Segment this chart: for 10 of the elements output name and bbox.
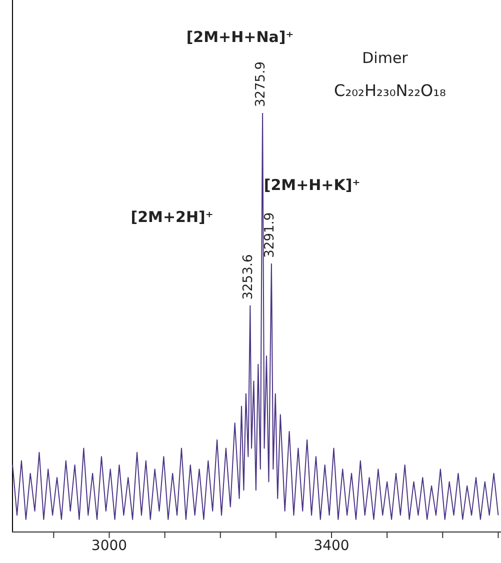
annotation: 3253.6 xyxy=(241,254,256,300)
annotation: [2M+H+K]⁺ xyxy=(264,176,360,194)
x-tick-label: 3400 xyxy=(314,538,350,554)
annotation: 3291.9 xyxy=(262,212,278,258)
x-tick-label: 3000 xyxy=(91,538,128,554)
annotation: [2M+2H]⁺ xyxy=(130,208,214,226)
text: [2M+H+Na]⁺ xyxy=(186,28,294,46)
text: C₂₀₂H₂₃₀N₂₂O₁₈ xyxy=(334,81,446,100)
text: Dimer xyxy=(362,49,409,67)
annotation: 3275.9 xyxy=(254,62,269,107)
